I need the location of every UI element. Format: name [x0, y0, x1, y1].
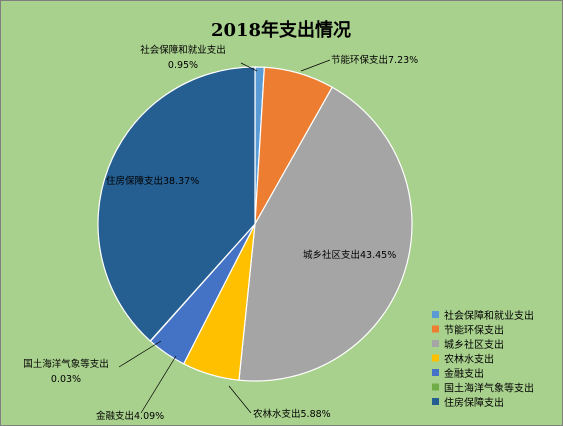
- leader-line-0: [240, 62, 258, 72]
- pie-slice-2: [238, 86, 413, 382]
- leader-line-1: [300, 59, 331, 72]
- data-label-name-0: 社会保障和就业支出: [140, 44, 226, 56]
- legend-label-6: 住房保障支出: [444, 396, 504, 409]
- legend-swatch-6: [432, 398, 439, 405]
- data-label-2: 城乡社区支出43.45%: [303, 249, 396, 261]
- leader-lines: [118, 59, 331, 414]
- data-label-value-0: 0.95%: [168, 60, 198, 71]
- legend-swatch-1: [432, 325, 439, 333]
- leader-line-4: [140, 355, 177, 414]
- chart-title: 2018年支出情况: [211, 19, 351, 41]
- leader-line-3: [228, 385, 252, 414]
- data-label-3: 农林水支出5.88%: [253, 408, 331, 420]
- legend-swatch-4: [432, 369, 439, 376]
- legend-swatch-0: [432, 311, 439, 318]
- legend-swatch-2: [432, 340, 439, 347]
- legend-label-3: 农林水支出: [444, 353, 494, 366]
- legend: 社会保障和就业支出节能环保支出城乡社区支出农林水支出金融支出国土海洋气象等支出住…: [432, 309, 534, 409]
- legend-label-2: 城乡社区支出: [444, 338, 504, 351]
- legend-label-1: 节能环保支出: [444, 324, 504, 337]
- leader-line-5: [118, 340, 162, 368]
- legend-label-0: 社会保障和就业支出: [444, 309, 534, 322]
- legend-label-5: 国土海洋气象等支出: [444, 382, 534, 395]
- data-label-name-5: 国土海洋气象等支出: [23, 358, 109, 370]
- legend-label-4: 金融支出: [444, 367, 484, 380]
- data-label-6: 住房保障支出38.37%: [106, 175, 199, 187]
- data-label-1: 节能环保支出7.23%: [331, 54, 418, 66]
- legend-swatch-5: [432, 383, 439, 391]
- legend-swatch-3: [432, 354, 439, 362]
- pie-slices: [97, 66, 413, 382]
- data-labels: 社会保障和就业支出 0.95% 节能环保支出7.23% 城乡社区支出43.45% 农林水…: [23, 44, 418, 422]
- pie-slice-6: [97, 66, 256, 342]
- data-label-4: 金融支出4.09%: [96, 410, 164, 422]
- data-label-value-5: 0.03%: [51, 374, 81, 385]
